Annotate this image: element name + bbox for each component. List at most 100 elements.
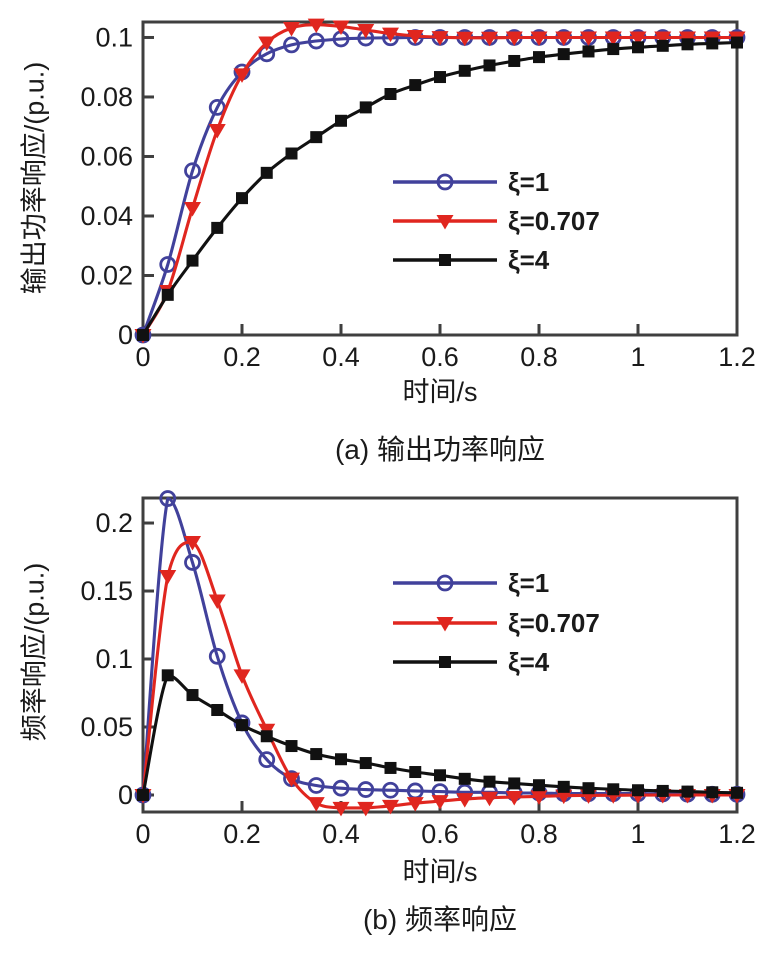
x-tick-label: 0.8 xyxy=(520,342,558,372)
x-tick-label: 1 xyxy=(630,342,645,372)
circle-marker xyxy=(307,32,325,50)
triangle-down-marker xyxy=(629,31,647,46)
square-marker xyxy=(706,786,719,799)
triangle-down-marker xyxy=(233,669,251,684)
square-marker xyxy=(310,748,323,761)
square-marker xyxy=(632,41,644,54)
triangle-down-marker xyxy=(307,18,325,34)
triangle-down-marker xyxy=(332,801,350,817)
square-marker xyxy=(384,88,397,101)
legend-item: ξ=4 xyxy=(393,245,550,275)
circle-marker xyxy=(208,647,226,665)
triangle-down-marker xyxy=(580,31,597,46)
square-marker xyxy=(533,51,545,64)
y-tick-label: 0 xyxy=(118,780,133,810)
y-tick-label: 0.06 xyxy=(80,141,133,171)
square-marker xyxy=(458,64,471,77)
square-marker xyxy=(439,656,451,668)
square-marker xyxy=(582,45,595,58)
square-marker xyxy=(186,689,199,702)
x-tick-label: 0.4 xyxy=(322,819,360,849)
x-tick-label: 1.2 xyxy=(718,819,756,849)
square-marker xyxy=(681,785,694,798)
square-marker xyxy=(508,777,521,790)
square-marker xyxy=(409,766,422,779)
chart-b-canvas: 0 0.2 0.4 0.6 0.8 1 1.2 0 0.05 0.1 0.15 0.2 ξ=1 ξ=0.7… xyxy=(80,490,756,849)
triangle-down-marker xyxy=(382,27,399,43)
square-marker xyxy=(607,783,620,796)
square-marker xyxy=(656,39,669,52)
circle-marker xyxy=(436,173,454,191)
square-marker xyxy=(236,719,248,732)
triangle-down-marker xyxy=(307,797,325,812)
square-marker xyxy=(260,166,273,179)
y-tick-label: 0 xyxy=(118,320,133,350)
chart-a-canvas: 0 0.2 0.4 0.6 0.8 1 1.2 0 0.02 0.04 0.06 0.08 0.1 ξ=1… xyxy=(80,18,756,372)
square-marker xyxy=(285,147,298,160)
circle-marker xyxy=(159,490,177,507)
square-marker xyxy=(161,288,174,301)
x-tick-label: 0.4 xyxy=(322,342,360,372)
square-marker xyxy=(731,786,743,799)
chart-a-xlabel: 时间/s xyxy=(402,377,478,407)
triangle-down-marker xyxy=(357,24,375,39)
square-marker xyxy=(731,36,743,49)
square-marker xyxy=(137,789,149,802)
triangle-down-marker xyxy=(406,29,424,45)
square-marker xyxy=(285,740,298,753)
square-marker xyxy=(335,753,347,766)
triangle-down-marker xyxy=(159,570,177,585)
square-marker xyxy=(335,114,347,127)
circle-marker xyxy=(159,256,177,273)
square-marker xyxy=(458,772,471,785)
square-marker xyxy=(706,37,719,50)
triangle-down-marker xyxy=(283,772,300,788)
square-marker xyxy=(533,779,545,792)
x-tick-label: 1.2 xyxy=(718,342,756,372)
circle-marker xyxy=(357,781,375,798)
square-marker xyxy=(310,131,323,144)
y-tick-label: 0.2 xyxy=(95,508,133,538)
triangle-down-marker xyxy=(431,31,449,46)
triangle-down-marker xyxy=(184,201,201,217)
y-tick-label: 0.1 xyxy=(95,22,133,52)
y-tick-label: 0.02 xyxy=(80,260,133,290)
series-line-2 xyxy=(141,40,738,336)
y-tick-label: 0.05 xyxy=(80,712,133,742)
legend-label: ξ=0.707 xyxy=(508,206,600,236)
square-marker xyxy=(359,101,372,114)
y-tick-label: 0.1 xyxy=(95,644,133,674)
x-tick-label: 0.8 xyxy=(520,819,558,849)
square-marker xyxy=(359,757,372,770)
legend-label: ξ=4 xyxy=(508,647,550,677)
square-marker xyxy=(582,782,595,795)
triangle-down-marker xyxy=(436,215,454,230)
x-tick-label: 0.6 xyxy=(421,342,459,372)
triangle-down-marker xyxy=(530,31,548,46)
square-marker xyxy=(236,192,248,205)
triangle-down-marker xyxy=(382,799,399,815)
triangle-down-marker xyxy=(208,594,226,610)
circle-marker xyxy=(332,779,350,797)
square-marker xyxy=(137,329,149,341)
square-marker xyxy=(439,254,451,266)
triangle-down-marker xyxy=(456,793,474,808)
circle-marker xyxy=(436,574,454,592)
triangle-down-marker xyxy=(481,31,498,47)
triangle-down-marker xyxy=(406,797,424,812)
y-tick-label: 0.08 xyxy=(80,82,133,112)
x-tick-label: 0 xyxy=(135,342,150,372)
triangle-down-marker xyxy=(654,31,672,46)
square-marker xyxy=(409,79,422,92)
square-marker xyxy=(557,48,570,61)
triangle-down-marker xyxy=(436,617,454,632)
circle-marker xyxy=(283,36,300,54)
y-tick-label: 0.15 xyxy=(80,576,133,606)
circle-marker xyxy=(307,777,325,794)
square-marker xyxy=(557,780,570,793)
square-marker xyxy=(434,71,446,84)
triangle-down-marker xyxy=(505,31,523,46)
triangle-down-marker xyxy=(332,20,350,35)
triangle-down-marker xyxy=(555,31,573,46)
triangle-down-marker xyxy=(431,795,449,810)
